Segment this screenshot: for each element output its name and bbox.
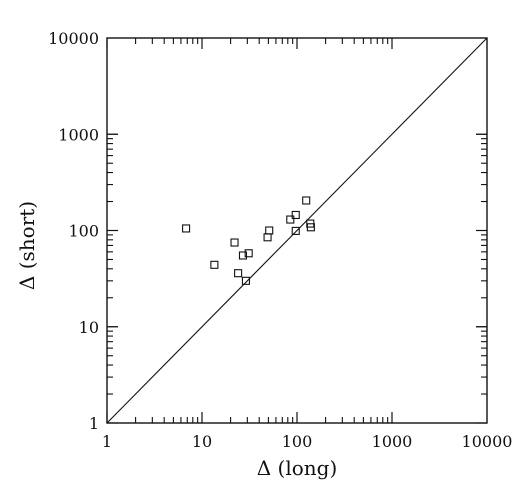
y-tick-label: 10	[79, 318, 99, 337]
y-tick-label: 10000	[48, 29, 99, 48]
y-tick-label: 100	[68, 222, 99, 241]
y-tick-label: 1000	[58, 125, 99, 144]
data-point	[210, 260, 219, 269]
identity-line	[106, 37, 488, 424]
data-point	[291, 210, 300, 220]
data-point	[263, 233, 272, 242]
x-tick-label: 1000	[372, 432, 413, 451]
data-points	[182, 196, 315, 285]
y-axis-label: Δ (short)	[15, 201, 39, 290]
data-point	[241, 276, 250, 285]
data-point	[286, 215, 295, 224]
axis-ticks	[106, 38, 487, 424]
y-tick-label: 1	[89, 414, 99, 433]
data-point	[291, 226, 300, 235]
data-point	[302, 196, 311, 205]
data-point	[244, 249, 253, 258]
data-point	[234, 269, 243, 278]
x-axis-label: Δ (long)	[257, 456, 338, 480]
data-point	[238, 251, 248, 260]
data-point	[306, 223, 315, 232]
data-point	[182, 224, 191, 233]
x-tick-label: 10000	[462, 432, 513, 451]
data-point	[230, 238, 239, 247]
x-tick-label: 1	[102, 432, 112, 451]
plot-frame	[106, 37, 488, 424]
x-tick-label: 100	[282, 432, 313, 451]
x-tick-label: 10	[192, 432, 212, 451]
y-tick-labels: 1 10 100 1000 10000	[48, 29, 99, 433]
data-point	[265, 226, 274, 235]
x-tick-labels: 1 10 100 1000 10000	[102, 432, 513, 451]
